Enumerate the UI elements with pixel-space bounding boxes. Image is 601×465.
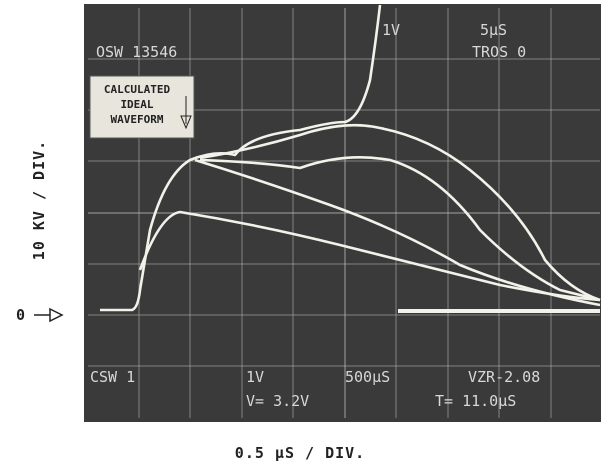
readout: OSW 13546: [96, 43, 177, 61]
zero-arrow: [34, 307, 64, 323]
readout: CSW 1: [90, 368, 135, 386]
annotation: IDEAL: [120, 98, 153, 111]
readout: VZR-2.08: [468, 368, 540, 386]
readout: TROS 0: [472, 43, 526, 61]
annotation-box: [89, 75, 195, 139]
y-axis-label: 10 KV / DIV.: [30, 140, 48, 260]
readout: 1V: [246, 368, 264, 386]
readout: V= 3.2V: [246, 392, 309, 410]
traces: [100, 4, 601, 313]
annotation: CALCULATED: [104, 83, 171, 96]
readout: 1V: [382, 21, 400, 39]
readout: 5μS: [480, 21, 507, 39]
readout: T= 11.0μS: [435, 392, 516, 410]
annotation-arrow: [180, 96, 192, 130]
x-axis-label: 0.5 μS / DIV.: [235, 444, 365, 462]
annotation: WAVEFORM: [111, 113, 164, 126]
zero-label: 0: [16, 306, 26, 324]
readout: 500μS: [345, 368, 390, 386]
graticule: [88, 8, 600, 418]
